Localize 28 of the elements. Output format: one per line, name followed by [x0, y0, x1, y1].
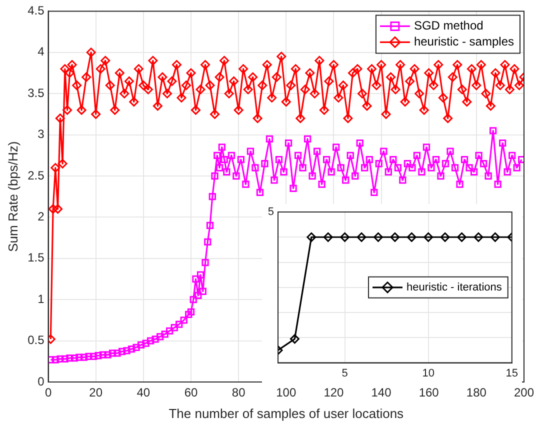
- y-tick-label: 3.5: [28, 86, 45, 100]
- x-tick-label: 60: [184, 386, 198, 400]
- x-tick-label: 10: [422, 367, 434, 380]
- x-tick-label: 40: [136, 386, 150, 400]
- y-tick-label: 4: [38, 44, 45, 59]
- x-tick-label: 15: [506, 367, 518, 380]
- x-tick-label: 120: [324, 386, 344, 400]
- y-tick-label: 4.5: [28, 4, 45, 18]
- legend-label: heuristic - samples: [414, 34, 514, 49]
- x-tick-label: 200: [514, 386, 534, 400]
- y-tick-label: 2.5: [28, 168, 45, 182]
- y-tick-label: 3: [38, 127, 45, 142]
- x-axis-title: The number of samples of user locations: [168, 406, 404, 421]
- y-tick-label: 1.5: [28, 250, 45, 265]
- x-tick-label: 140: [371, 386, 392, 400]
- x-tick-label: 180: [466, 386, 487, 400]
- x-tick-label: 100: [276, 386, 296, 400]
- x-tick-label: 5: [342, 367, 348, 380]
- x-tick-label: 20: [89, 386, 103, 400]
- x-tick-label: 80: [232, 386, 246, 400]
- y-tick-label: 1: [38, 292, 45, 306]
- y-tick-label: 0.5: [28, 333, 45, 348]
- legend-label: heuristic - iterations: [406, 281, 502, 294]
- y-axis-title: Sum Rate (bps/Hz): [5, 141, 20, 252]
- legend-label: SGD method: [414, 18, 484, 33]
- y-tick-label: 2: [38, 210, 45, 224]
- x-tick-label: 160: [418, 386, 440, 400]
- annotation: 5: [268, 206, 274, 218]
